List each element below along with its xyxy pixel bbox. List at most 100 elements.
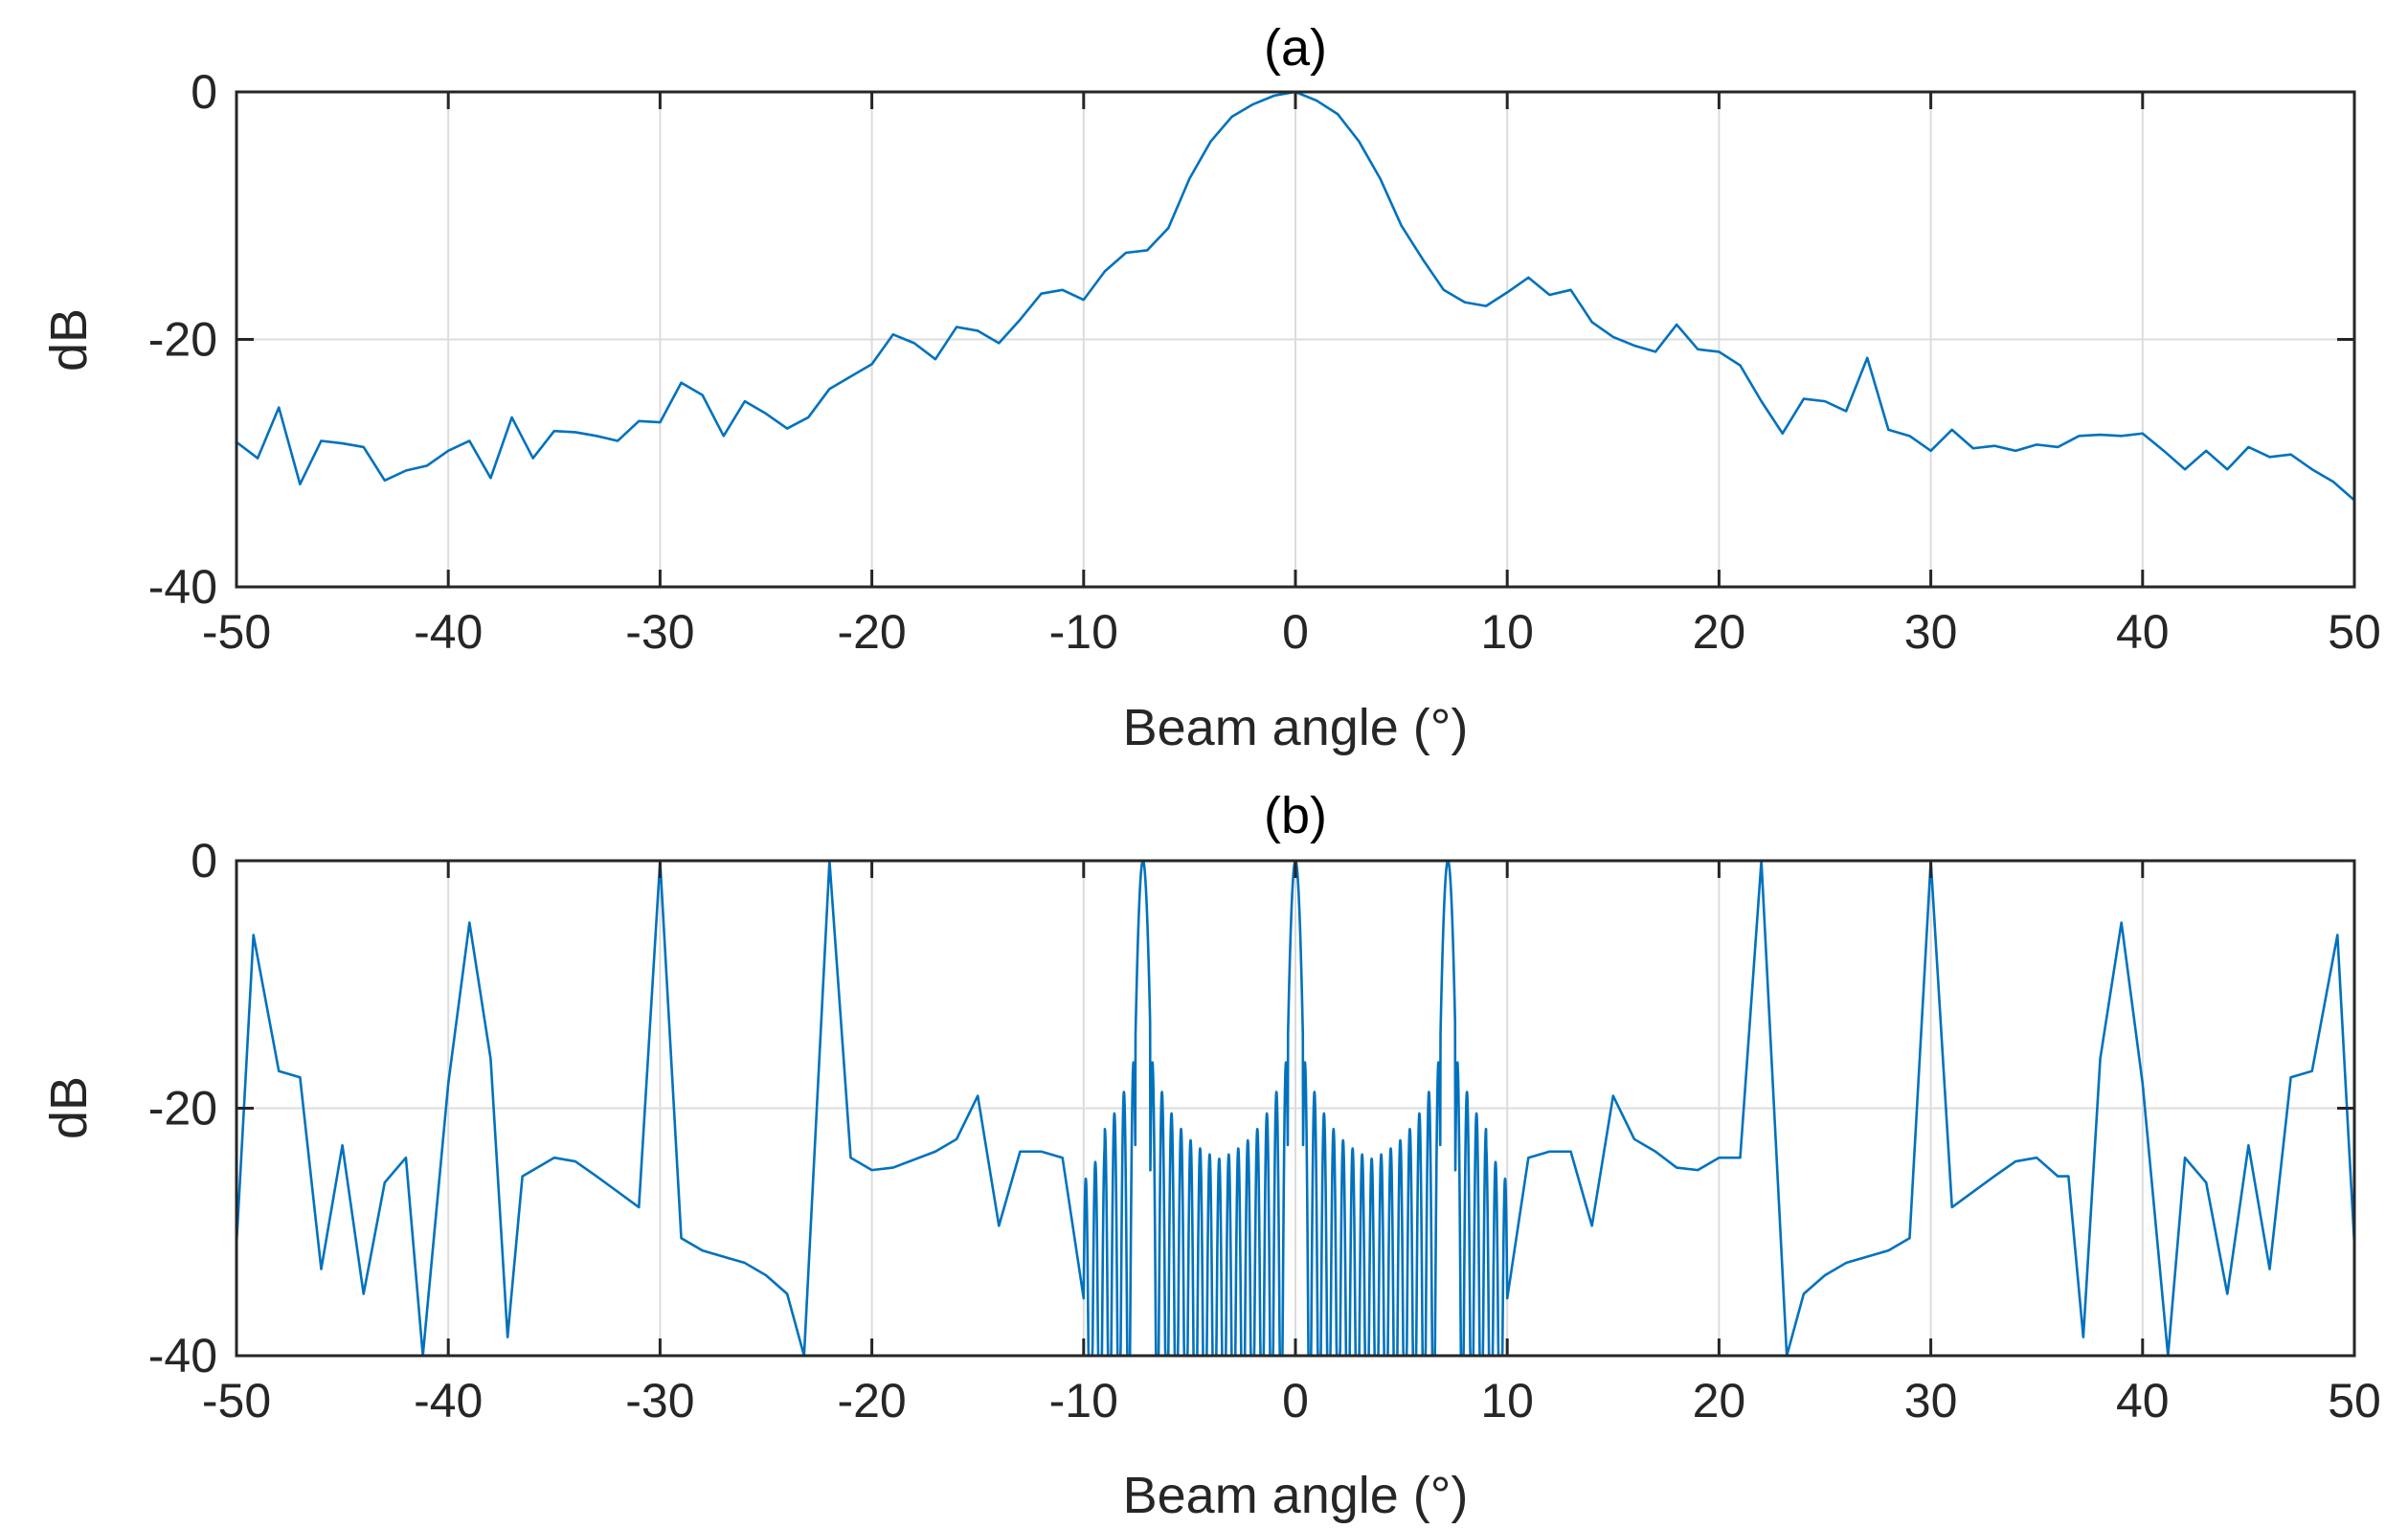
- data-point: [1569, 288, 1573, 292]
- data-point: [341, 441, 345, 445]
- data-point: [446, 1082, 450, 1086]
- data-point: [848, 1156, 852, 1159]
- data-point: [1823, 399, 1827, 403]
- data-point: [1018, 318, 1022, 322]
- data-point: [467, 438, 471, 442]
- data-point: [1569, 1150, 1573, 1154]
- data-point: [1187, 176, 1191, 180]
- y-tick-labels-b: 0 -20 -40: [148, 834, 217, 1383]
- x-tick-label: 20: [1693, 1374, 1746, 1428]
- data-point: [934, 357, 937, 361]
- data-point: [1844, 409, 1848, 413]
- x-tick-label: -40: [414, 605, 483, 659]
- data-point: [2014, 449, 2017, 453]
- data-point: [976, 1094, 979, 1098]
- data-point: [1040, 292, 1044, 296]
- data-point: [1950, 1205, 1954, 1209]
- data-point: [1739, 364, 1743, 368]
- data-point: [785, 1292, 789, 1295]
- data-point: [848, 374, 852, 378]
- panel-a: -50 -40 -30 -20 -10 0 10 20 30 40 50 0-20-40 (a) B…: [40, 19, 2381, 756]
- data-point: [506, 1336, 509, 1339]
- data-point: [2204, 449, 2208, 453]
- data-point: [574, 1159, 577, 1163]
- x-tick-label: -50: [202, 605, 271, 659]
- data-point: [425, 463, 429, 467]
- data-point: [1526, 1156, 1530, 1159]
- data-point: [1992, 1175, 1996, 1179]
- data-point: [1654, 1150, 1657, 1154]
- data-point: [2056, 1175, 2059, 1179]
- data-point: [256, 457, 259, 461]
- data-point: [1907, 434, 1911, 438]
- data-point: [2289, 1075, 2293, 1079]
- y-tick-label: -40: [148, 560, 217, 614]
- data-point: [2310, 467, 2314, 471]
- data-point: [1823, 1273, 1827, 1277]
- data-point: [934, 1150, 937, 1154]
- data-point: [1802, 397, 1806, 401]
- data-point: [1061, 288, 1065, 292]
- data-point: [955, 326, 958, 329]
- data-point: [2335, 933, 2339, 937]
- x-tick-label: -20: [837, 1374, 906, 1428]
- data-point: [1907, 1236, 1911, 1240]
- x-tick-label: -10: [1049, 605, 1118, 659]
- data-point: [404, 469, 408, 473]
- data-point: [2246, 1143, 2250, 1147]
- data-point: [510, 416, 514, 419]
- y-tick-label: -20: [148, 313, 217, 367]
- data-point: [2183, 1156, 2187, 1159]
- data-point: [252, 933, 256, 937]
- data-point: [521, 1175, 525, 1179]
- y-axis-label-a: dB: [40, 308, 98, 371]
- data-point: [1145, 248, 1149, 252]
- data-point: [1357, 140, 1361, 144]
- data-point: [404, 1156, 408, 1159]
- data-point: [976, 328, 979, 332]
- data-point: [383, 1180, 387, 1184]
- data-point: [2141, 432, 2145, 436]
- x-tick-label: -30: [625, 605, 694, 659]
- data-point: [870, 1168, 874, 1172]
- x-tick-label: 40: [2116, 605, 2170, 659]
- x-tick-label: 30: [1904, 1374, 1958, 1428]
- data-point: [1971, 446, 1975, 450]
- data-point: [764, 412, 768, 416]
- x-axis-label-a: Beam angle (°): [1123, 699, 1469, 756]
- data-point: [2035, 1156, 2038, 1159]
- x-axis-label-b: Beam angle (°): [1123, 1467, 1469, 1524]
- data-point: [1103, 269, 1107, 273]
- x-tick-label: 0: [1282, 1374, 1309, 1428]
- data-point: [785, 427, 789, 431]
- data-point: [1547, 1150, 1551, 1154]
- data-point: [2225, 467, 2229, 471]
- x-tick-label: -20: [837, 605, 906, 659]
- data-point: [488, 1057, 492, 1061]
- data-point: [997, 341, 1001, 345]
- data-point: [2204, 1180, 2208, 1184]
- data-point: [870, 362, 874, 366]
- data-point: [2035, 442, 2038, 446]
- data-point: [1230, 115, 1234, 119]
- data-point: [362, 1292, 366, 1295]
- data-point: [891, 332, 895, 336]
- data-point: [2225, 1292, 2229, 1295]
- data-point: [1781, 432, 1785, 436]
- data-point: [1802, 1292, 1806, 1295]
- data-point: [1209, 140, 1213, 144]
- data-point: [2183, 467, 2187, 471]
- data-point: [1760, 399, 1764, 403]
- x-tick-label: 50: [2328, 1374, 2381, 1428]
- data-point: [319, 438, 323, 442]
- data-point: [2077, 434, 2081, 438]
- data-point: [341, 1143, 345, 1147]
- data-point: [827, 387, 831, 391]
- x-tick-label: 20: [1693, 605, 1746, 659]
- chart-title-a: (a): [1264, 19, 1327, 77]
- data-point: [446, 449, 450, 453]
- data-point: [277, 406, 281, 410]
- ticks-b: [235, 859, 2356, 1358]
- data-point: [680, 1236, 684, 1240]
- data-point: [1886, 1248, 1890, 1252]
